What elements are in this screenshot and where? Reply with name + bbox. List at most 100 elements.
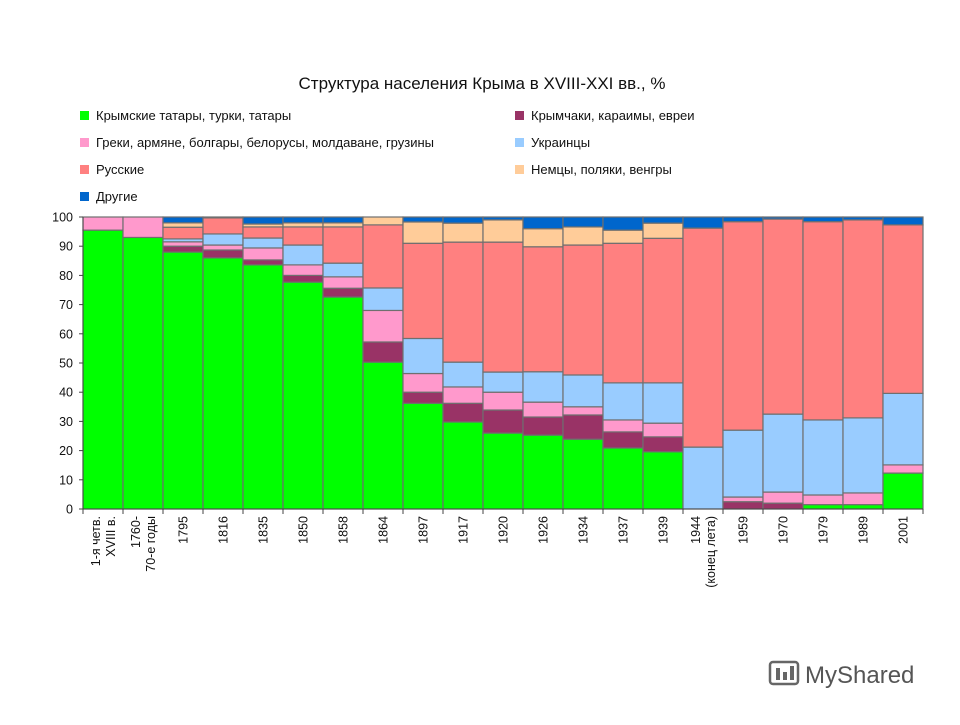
bar-segment bbox=[362, 341, 404, 363]
bar-segment bbox=[642, 436, 684, 453]
bar-segment bbox=[322, 216, 364, 224]
bar-segment bbox=[282, 216, 324, 224]
y-tick-label: 30 bbox=[59, 415, 73, 429]
bar-stack bbox=[282, 216, 324, 510]
x-tick-label-line: 1944 bbox=[689, 516, 703, 544]
bar-segment bbox=[682, 446, 724, 510]
bar-segment bbox=[442, 222, 484, 243]
bar-segment bbox=[122, 236, 164, 510]
x-tick-label-line: XVIII в. bbox=[104, 516, 118, 557]
bar-segment bbox=[602, 242, 644, 384]
legend-label: Греки, армяне, болгары, белорусы, молдав… bbox=[96, 135, 434, 150]
bar-segment bbox=[482, 371, 524, 393]
legend-label: Другие bbox=[96, 189, 138, 204]
bar-segment bbox=[522, 401, 564, 418]
bar-segment bbox=[242, 237, 284, 249]
bar-segment bbox=[802, 494, 844, 506]
y-tick-label: 0 bbox=[66, 503, 73, 517]
bar-segment bbox=[722, 429, 764, 498]
bar-segment bbox=[642, 451, 684, 510]
legend-item: Крымские татары, турки, татары bbox=[80, 108, 291, 123]
bar-segment bbox=[562, 216, 604, 228]
y-tick-label: 40 bbox=[59, 386, 73, 400]
bar-segment bbox=[762, 502, 804, 510]
x-tick-label-line: 1897 bbox=[417, 516, 431, 544]
bar-segment bbox=[642, 382, 684, 424]
bar-segment bbox=[442, 421, 484, 510]
legend-item: Греки, армяне, болгары, белорусы, молдав… bbox=[80, 135, 434, 150]
x-tick-label: 1-я четв.XVIII в. bbox=[89, 516, 118, 566]
bar-segment bbox=[282, 222, 324, 228]
bar-segment bbox=[162, 241, 204, 247]
x-tick-label-line: 2001 bbox=[897, 516, 911, 544]
bar-segment bbox=[402, 216, 444, 223]
bar-segment bbox=[842, 216, 884, 221]
bar-stack bbox=[242, 216, 284, 510]
bar-segment bbox=[162, 216, 204, 224]
bar-segment bbox=[322, 276, 364, 289]
y-tick-label: 100 bbox=[52, 211, 73, 225]
bar-stack bbox=[522, 216, 564, 510]
bar-segment bbox=[402, 391, 444, 404]
legend-label: Русские bbox=[96, 162, 144, 177]
legend-item: Украинцы bbox=[515, 135, 590, 150]
bar-segment bbox=[282, 264, 324, 277]
x-tick-label: 1934 bbox=[577, 516, 591, 544]
bar-segment bbox=[322, 296, 364, 510]
bar-segment bbox=[762, 491, 804, 504]
x-tick-label: 1926 bbox=[537, 516, 551, 544]
bar-stack bbox=[842, 216, 884, 510]
x-tick-label-line: 1989 bbox=[857, 516, 871, 544]
bar-segment bbox=[762, 413, 804, 493]
bar-segment bbox=[82, 216, 124, 231]
y-tick-label: 70 bbox=[59, 298, 73, 312]
bar-segment bbox=[362, 309, 404, 343]
x-tick-label: 1939 bbox=[657, 516, 671, 544]
x-tick-label-line: 1939 bbox=[657, 516, 671, 544]
x-tick-label: 1970 bbox=[777, 516, 791, 544]
bar-segment bbox=[522, 416, 564, 436]
bar-stack bbox=[482, 216, 524, 510]
x-tick-label-line: (конец лета) bbox=[704, 516, 718, 588]
bar-segment bbox=[362, 216, 404, 226]
y-tick-label: 50 bbox=[59, 357, 73, 371]
bar-segment bbox=[322, 262, 364, 278]
bar-segment bbox=[162, 222, 204, 228]
bar-segment bbox=[602, 431, 644, 449]
bar-segment bbox=[242, 226, 284, 239]
bar-segment bbox=[482, 409, 524, 434]
bar-segment bbox=[482, 219, 524, 243]
bar-segment bbox=[522, 228, 564, 248]
x-tick-label: 1760-70-е годы bbox=[129, 516, 158, 572]
bar-segment bbox=[482, 216, 524, 221]
x-tick-label: 1835 bbox=[257, 516, 271, 544]
bar-segment bbox=[842, 492, 884, 506]
bar-segment bbox=[562, 414, 604, 440]
bar-segment bbox=[602, 447, 644, 510]
x-tick-label-line: 1934 bbox=[577, 516, 591, 544]
bar-segment bbox=[682, 227, 724, 448]
bar-segment bbox=[322, 226, 364, 264]
x-tick-label-line: 1850 bbox=[297, 516, 311, 544]
bar-segment bbox=[522, 434, 564, 510]
bar-stack bbox=[162, 216, 204, 510]
bar-segment bbox=[722, 216, 764, 223]
legend-swatch bbox=[80, 192, 89, 201]
bar-segment bbox=[522, 216, 564, 230]
bar-segment bbox=[202, 244, 244, 251]
bar-segment bbox=[282, 226, 324, 246]
legend-swatch bbox=[80, 138, 89, 147]
x-tick-label-line: 1795 bbox=[177, 516, 191, 544]
bar-stack bbox=[122, 216, 164, 510]
legend-swatch bbox=[80, 165, 89, 174]
bar-stack bbox=[642, 216, 684, 510]
x-tick-label: 2001 bbox=[897, 516, 911, 544]
y-tick-label: 10 bbox=[59, 473, 73, 487]
chart-title: Структура населения Крыма в XVIII-XXI вв… bbox=[299, 74, 666, 93]
watermark-logo: MyShared bbox=[768, 660, 914, 689]
bar-stack bbox=[722, 216, 764, 510]
bar-segment bbox=[482, 432, 524, 510]
bar-segment bbox=[882, 392, 924, 466]
x-tick-label: 1897 bbox=[417, 516, 431, 544]
